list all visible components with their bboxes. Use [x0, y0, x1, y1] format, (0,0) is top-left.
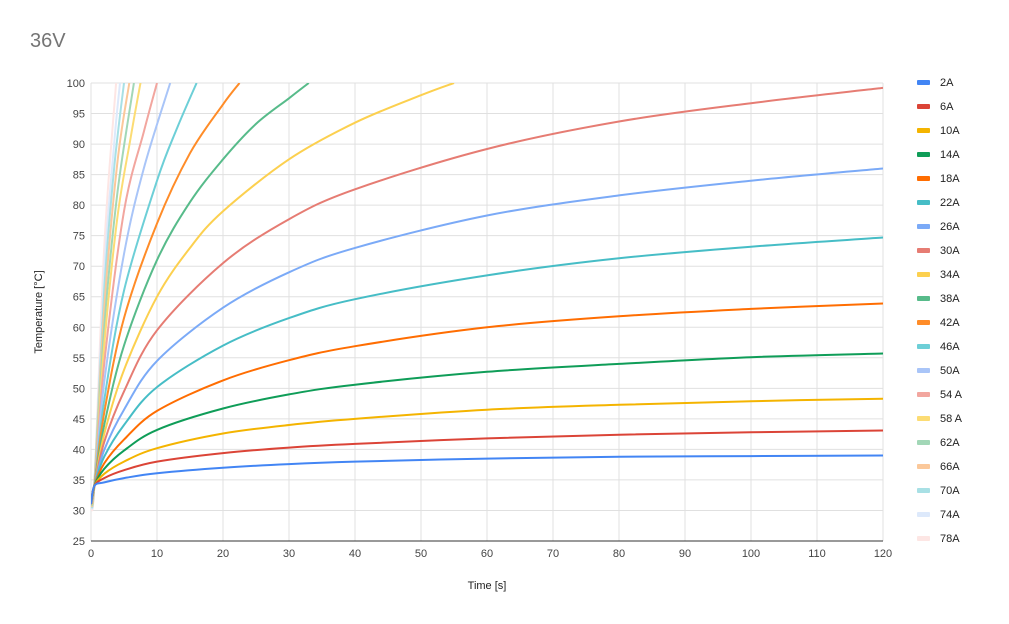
legend-swatch-70a	[917, 488, 930, 493]
series-line-34a	[91, 83, 455, 505]
legend-label-30a: 30A	[940, 245, 960, 257]
x-tick-label: 0	[88, 548, 94, 560]
legend-label-66a: 66A	[940, 461, 960, 473]
legend-label-22a: 22A	[940, 197, 960, 209]
y-tick-label: 60	[73, 322, 85, 334]
y-tick-label: 75	[73, 231, 85, 243]
x-tick-label: 60	[481, 548, 493, 560]
x-tick-label: 40	[349, 548, 361, 560]
y-tick-label: 70	[73, 261, 85, 273]
legend-label-14a: 14A	[940, 149, 960, 161]
legend-swatch-10a	[917, 128, 930, 133]
legend-swatch-58a	[917, 416, 930, 421]
y-tick-label: 80	[73, 200, 85, 212]
x-tick-label: 70	[547, 548, 559, 560]
y-tick-label: 35	[73, 475, 85, 487]
series-line-18a	[91, 302, 883, 505]
series-line-2a	[91, 454, 883, 505]
x-tick-label: 90	[679, 548, 691, 560]
legend-label-42a: 42A	[940, 317, 960, 329]
legend-label-54a: 54 A	[940, 389, 963, 401]
legend-label-74a: 74A	[940, 509, 960, 521]
series-lines	[91, 83, 883, 512]
legend-label-46a: 46A	[940, 341, 960, 353]
x-tick-label: 120	[874, 548, 892, 560]
series-line-26a	[91, 167, 883, 505]
legend-label-58a: 58 A	[940, 413, 963, 425]
legend-swatch-50a	[917, 368, 930, 373]
legend-label-2a: 2A	[940, 77, 954, 89]
legend-swatch-42a	[917, 320, 930, 325]
legend-swatch-26a	[917, 224, 930, 229]
y-tick-label: 50	[73, 383, 85, 395]
y-tick-label: 85	[73, 170, 85, 182]
legend-swatch-38a	[917, 296, 930, 301]
x-tick-label: 100	[742, 548, 760, 560]
legend-label-78a: 78A	[940, 533, 960, 545]
y-axis-label: Temperature [°C]	[33, 270, 45, 353]
legend-label-38a: 38A	[940, 293, 960, 305]
x-axis-label: Time [s]	[468, 580, 507, 592]
y-tick-label: 55	[73, 353, 85, 365]
legend-label-10a: 10A	[940, 125, 960, 137]
x-tick-label: 110	[808, 548, 826, 560]
y-tick-label: 30	[73, 505, 85, 517]
legend-swatch-22a	[917, 200, 930, 205]
y-tick-label: 45	[73, 414, 85, 426]
y-tick-label: 95	[73, 109, 85, 121]
legend-swatch-2a	[917, 80, 930, 85]
legend-swatch-18a	[917, 176, 930, 181]
legend-swatch-66a	[917, 464, 930, 469]
legend-label-34a: 34A	[940, 269, 960, 281]
legend-swatch-30a	[917, 248, 930, 253]
legend-swatch-46a	[917, 344, 930, 349]
y-tick-label: 100	[67, 78, 85, 90]
axes: 25 30 35 40 45 50 55 60 65 70 75 80 85 90 95 100 0 10 20 30…	[67, 78, 893, 560]
legend-label-18a: 18A	[940, 173, 960, 185]
series-line-10a	[91, 397, 883, 505]
y-tick-label: 65	[73, 292, 85, 304]
legend-swatch-34a	[917, 272, 930, 277]
legend-swatch-54a	[917, 392, 930, 397]
legend-swatch-74a	[917, 512, 930, 517]
series-line-22a	[91, 236, 883, 505]
series-line-6a	[91, 429, 883, 505]
y-tick-label: 25	[73, 536, 85, 548]
legend-label-62a: 62A	[940, 437, 960, 449]
y-tick-label: 40	[73, 444, 85, 456]
chart-title: 36V	[30, 30, 66, 52]
series-line-30a	[91, 86, 883, 505]
legend-label-6a: 6A	[940, 101, 954, 113]
legend-label-70a: 70A	[940, 485, 960, 497]
legend-label-50a: 50A	[940, 365, 960, 377]
x-tick-label: 80	[613, 548, 625, 560]
y-tick-label: 90	[73, 139, 85, 151]
legend-swatch-6a	[917, 104, 930, 109]
series-line-14a	[91, 352, 883, 505]
legend-label-26a: 26A	[940, 221, 960, 233]
x-tick-label: 30	[283, 548, 295, 560]
x-tick-label: 50	[415, 548, 427, 560]
x-tick-label: 10	[151, 548, 163, 560]
legend: 2A 6A 10A 14A 18A 22A 26A 30A 34A 38A 42A 46A 50A 54 …	[917, 77, 963, 545]
legend-swatch-78a	[917, 536, 930, 541]
gridlines	[90, 82, 884, 542]
x-tick-label: 20	[217, 548, 229, 560]
legend-swatch-14a	[917, 152, 930, 157]
legend-swatch-62a	[917, 440, 930, 445]
